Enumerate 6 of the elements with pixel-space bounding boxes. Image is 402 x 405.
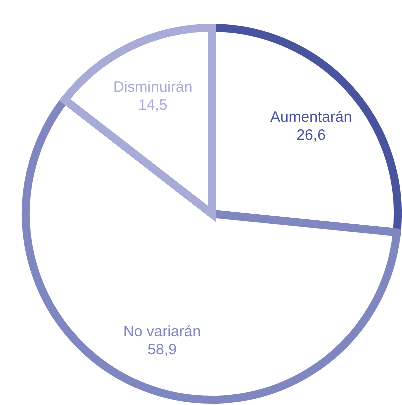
data-label: 58,9: [148, 341, 177, 358]
slice-label: Disminuirán: [113, 78, 193, 96]
slice-label: Aumentarán: [270, 109, 352, 126]
data-label: 26,6: [296, 127, 326, 144]
data-label: 14,5: [138, 96, 168, 114]
slice-label: No variarán: [124, 323, 202, 340]
